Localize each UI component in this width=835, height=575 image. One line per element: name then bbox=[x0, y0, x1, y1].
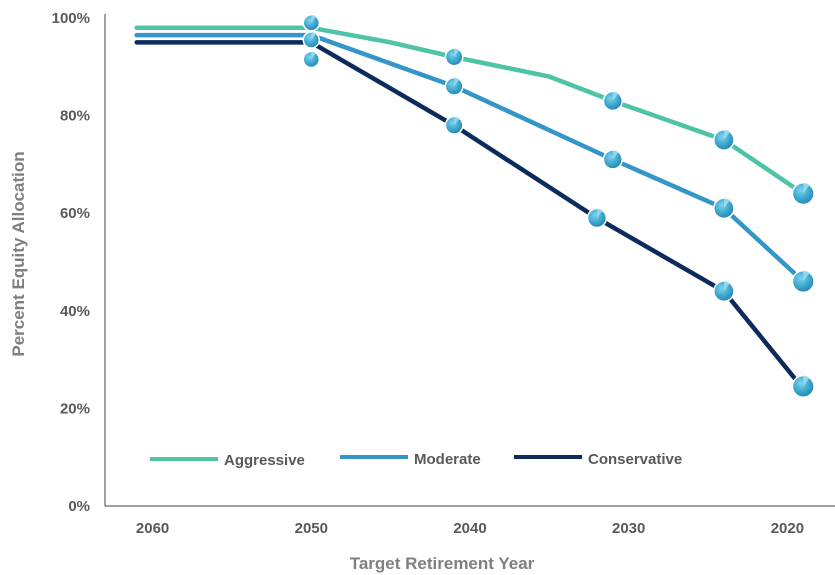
series-line-aggressive bbox=[134, 25, 806, 196]
marker-moderate bbox=[302, 31, 321, 49]
series-line-moderate bbox=[134, 32, 806, 284]
marker-moderate bbox=[791, 269, 815, 294]
x-tick-label: 2040 bbox=[453, 520, 486, 537]
x-axis-title: Target Retirement Year bbox=[350, 554, 535, 573]
marker-conservative bbox=[791, 374, 815, 398]
legend-item-aggressive: Aggressive bbox=[150, 452, 305, 469]
legend-label-aggressive: Aggressive bbox=[224, 452, 305, 469]
y-tick-labels: 0% 20% 40% 60% 80% 100% bbox=[52, 10, 90, 515]
marker-moderate bbox=[713, 197, 735, 220]
y-tick-label: 40% bbox=[60, 303, 90, 320]
legend: Aggressive Moderate Conservative bbox=[150, 451, 682, 469]
marker-aggressive bbox=[444, 47, 464, 67]
marker-aggressive bbox=[791, 182, 815, 206]
series-markers bbox=[302, 14, 815, 398]
x-tick-labels: 2060 2050 2040 2030 2020 bbox=[136, 520, 804, 537]
y-tick-label: 0% bbox=[68, 498, 90, 515]
series-lines bbox=[134, 25, 806, 392]
legend-label-conservative: Conservative bbox=[588, 451, 682, 468]
marker-conservative bbox=[713, 280, 735, 303]
series-line-conservative bbox=[134, 40, 806, 392]
marker-aggressive bbox=[713, 129, 735, 151]
x-tick-label: 2060 bbox=[136, 520, 169, 537]
marker-conservative bbox=[444, 115, 464, 135]
marker-moderate bbox=[444, 76, 464, 96]
y-tick-label: 20% bbox=[60, 400, 90, 417]
marker-moderate bbox=[602, 149, 623, 170]
legend-item-conservative: Conservative bbox=[514, 451, 682, 468]
legend-label-moderate: Moderate bbox=[414, 451, 481, 468]
x-tick-label: 2030 bbox=[612, 520, 645, 537]
y-tick-label: 60% bbox=[60, 205, 90, 222]
legend-item-moderate: Moderate bbox=[340, 451, 481, 468]
y-axis-title: Percent Equity Allocation bbox=[9, 151, 28, 356]
marker-conservative bbox=[302, 50, 321, 69]
y-tick-label: 100% bbox=[52, 10, 90, 27]
x-tick-label: 2020 bbox=[771, 520, 804, 537]
axes bbox=[104, 14, 835, 507]
y-tick-label: 80% bbox=[60, 108, 90, 125]
marker-conservative bbox=[586, 207, 608, 229]
marker-aggressive bbox=[602, 90, 623, 112]
x-tick-label: 2050 bbox=[295, 520, 328, 537]
marker-aggressive bbox=[302, 14, 321, 32]
